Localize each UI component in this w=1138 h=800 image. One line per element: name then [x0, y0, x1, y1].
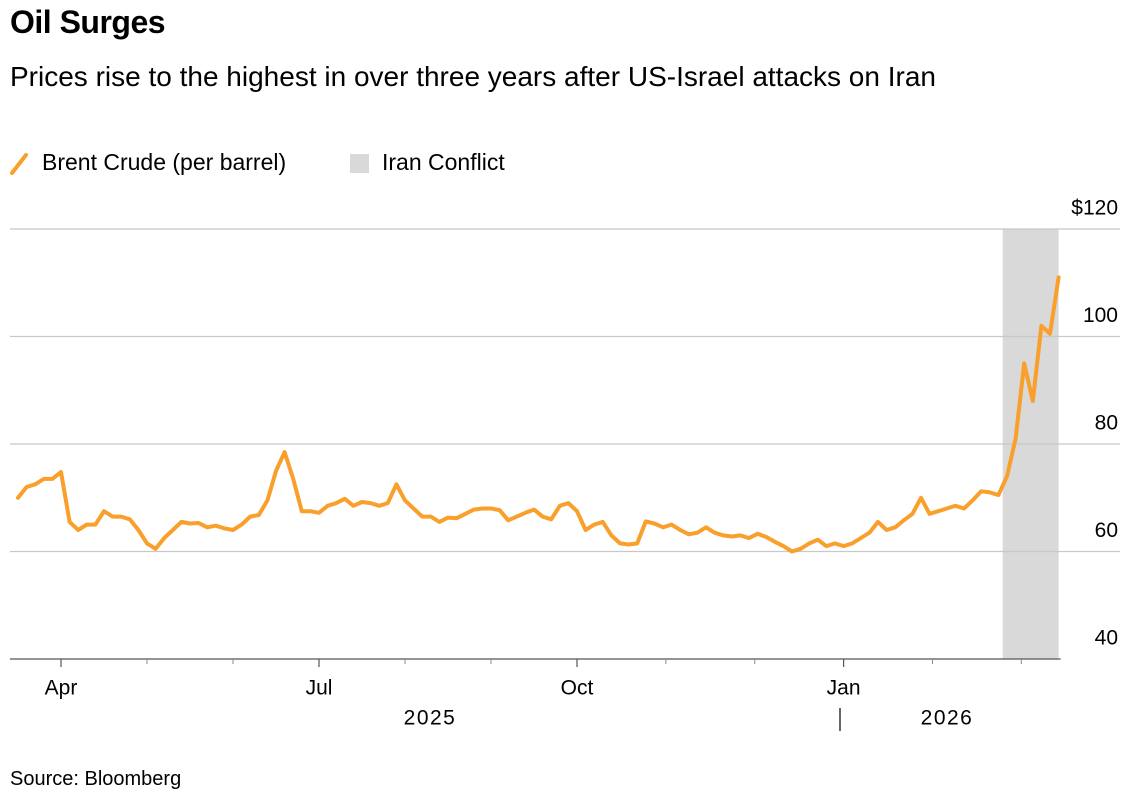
legend-shade-icon: [350, 154, 369, 173]
x-tick-label: Jan: [827, 677, 861, 700]
year-label: 2025: [404, 707, 457, 730]
legend-line-icon: [10, 153, 28, 175]
x-tick-label: Apr: [45, 677, 78, 700]
chart-title: Oil Surges: [10, 4, 166, 40]
year-label: 2026: [921, 707, 974, 730]
y-tick-label: 80: [1095, 412, 1118, 435]
x-tick-label: Jul: [306, 677, 333, 700]
chart: Brent Crude (per barrel) Iran Conflict 4…: [10, 149, 1120, 731]
y-tick-label: $120: [1071, 197, 1118, 220]
y-tick-label: 100: [1083, 304, 1118, 327]
x-tick-label: Oct: [561, 677, 594, 700]
source: Source: Bloomberg: [10, 768, 182, 790]
y-tick-label: 60: [1095, 519, 1118, 542]
y-tick-label: 40: [1095, 627, 1118, 650]
legend-label: Brent Crude (per barrel): [42, 149, 286, 175]
legend-label: Iran Conflict: [382, 149, 505, 175]
price-line: [16, 275, 1061, 554]
chart-subtitle: Prices rise to the highest in over three…: [10, 61, 936, 92]
